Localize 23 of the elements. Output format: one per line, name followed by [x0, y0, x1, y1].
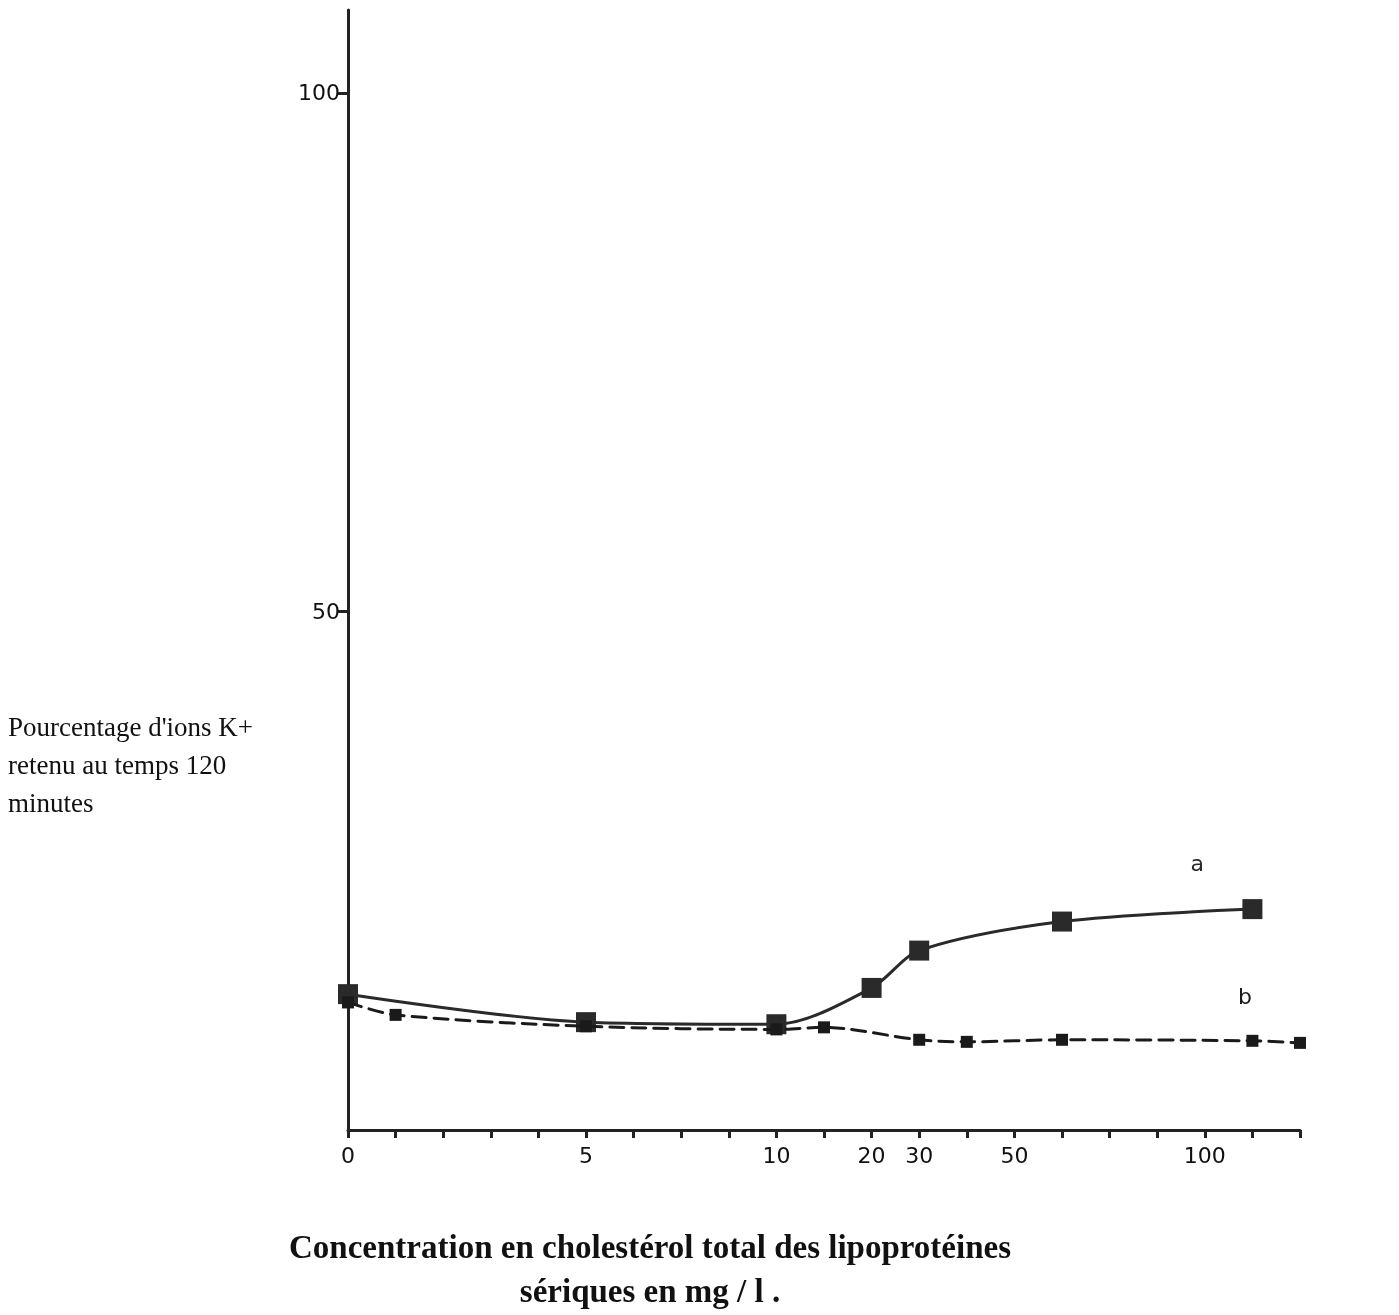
- point: [818, 1021, 830, 1034]
- x-tick-label: 10: [762, 1142, 791, 1168]
- point: [389, 1008, 402, 1021]
- x-tick-label: 30: [905, 1142, 934, 1168]
- point: [861, 977, 882, 998]
- series-label: b: [1238, 984, 1252, 1010]
- series-label: a: [1190, 850, 1204, 876]
- point: [909, 940, 930, 961]
- point: [1246, 1034, 1259, 1047]
- x-tick-label: 5: [579, 1142, 593, 1168]
- point: [342, 996, 354, 1009]
- point: [1056, 1033, 1068, 1046]
- y-axis-title: Pourcentage d'ions K+ retenu au temps 120 minutes: [8, 711, 254, 820]
- x-axis-title: Concentration en cholestérol total des lipoprotéines sériques en mg / l .: [288, 1228, 1012, 1311]
- point: [960, 1035, 973, 1048]
- point: [1294, 1036, 1306, 1049]
- point: [1052, 911, 1072, 932]
- x-tick-label: 0: [341, 1142, 355, 1168]
- x-tick-label: 50: [1000, 1142, 1029, 1168]
- x-tick-label: 20: [857, 1142, 886, 1168]
- point: [913, 1033, 926, 1046]
- x-tick-label: 100: [1183, 1142, 1226, 1168]
- point: [1242, 899, 1263, 920]
